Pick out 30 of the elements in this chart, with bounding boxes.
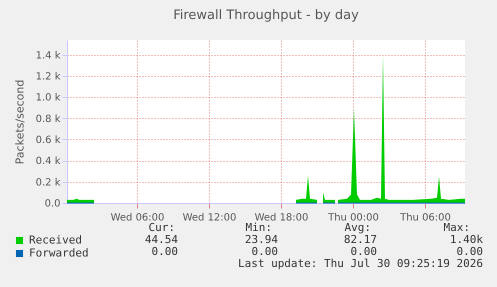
x-tick-label: Wed 12:00 [182, 212, 236, 224]
text: 0.00 [152, 245, 178, 258]
text: 0.00 [252, 245, 278, 258]
text: Avg: [344, 221, 371, 234]
legend-label: Received [29, 234, 82, 246]
x-tick-label: Wed 06:00 [110, 212, 164, 224]
y-axis-title: Packets/second [14, 80, 27, 164]
x-tick-label: Thu 00:00 [327, 212, 379, 224]
y-tick-label: 0.4 k [36, 156, 61, 168]
y-tick-label: 0.0 [44, 198, 60, 210]
y-tick-label: 0.2 k [36, 177, 61, 188]
y-tick-label: 1.4 k [36, 50, 61, 62]
chart-title: Firewall Throughput - by day [173, 8, 360, 23]
x-tick-label: Thu 06:00 [399, 212, 451, 224]
text: Max: [444, 221, 470, 234]
y-tick-label: 0.6 k [36, 134, 61, 146]
text: Last update: Thu Jul 30 09:25:19 2026 [238, 257, 483, 270]
text: 44.54 [144, 233, 178, 246]
text: 1.40k [450, 233, 483, 246]
text: Min: [246, 221, 272, 234]
x-tick-label: Wed 18:00 [254, 212, 308, 224]
legend-label: Forwarded [29, 246, 89, 260]
y-tick-label: 1.0 k [36, 92, 61, 104]
y-tick-label: 0.8 k [36, 114, 61, 125]
y-tick-label: 1.2 k [36, 71, 61, 82]
text: 0.00 [456, 245, 483, 258]
text: Cur: [148, 221, 175, 234]
text: 82.17 [344, 233, 377, 246]
text: 23.94 [244, 233, 278, 246]
text: 0.00 [350, 245, 377, 258]
